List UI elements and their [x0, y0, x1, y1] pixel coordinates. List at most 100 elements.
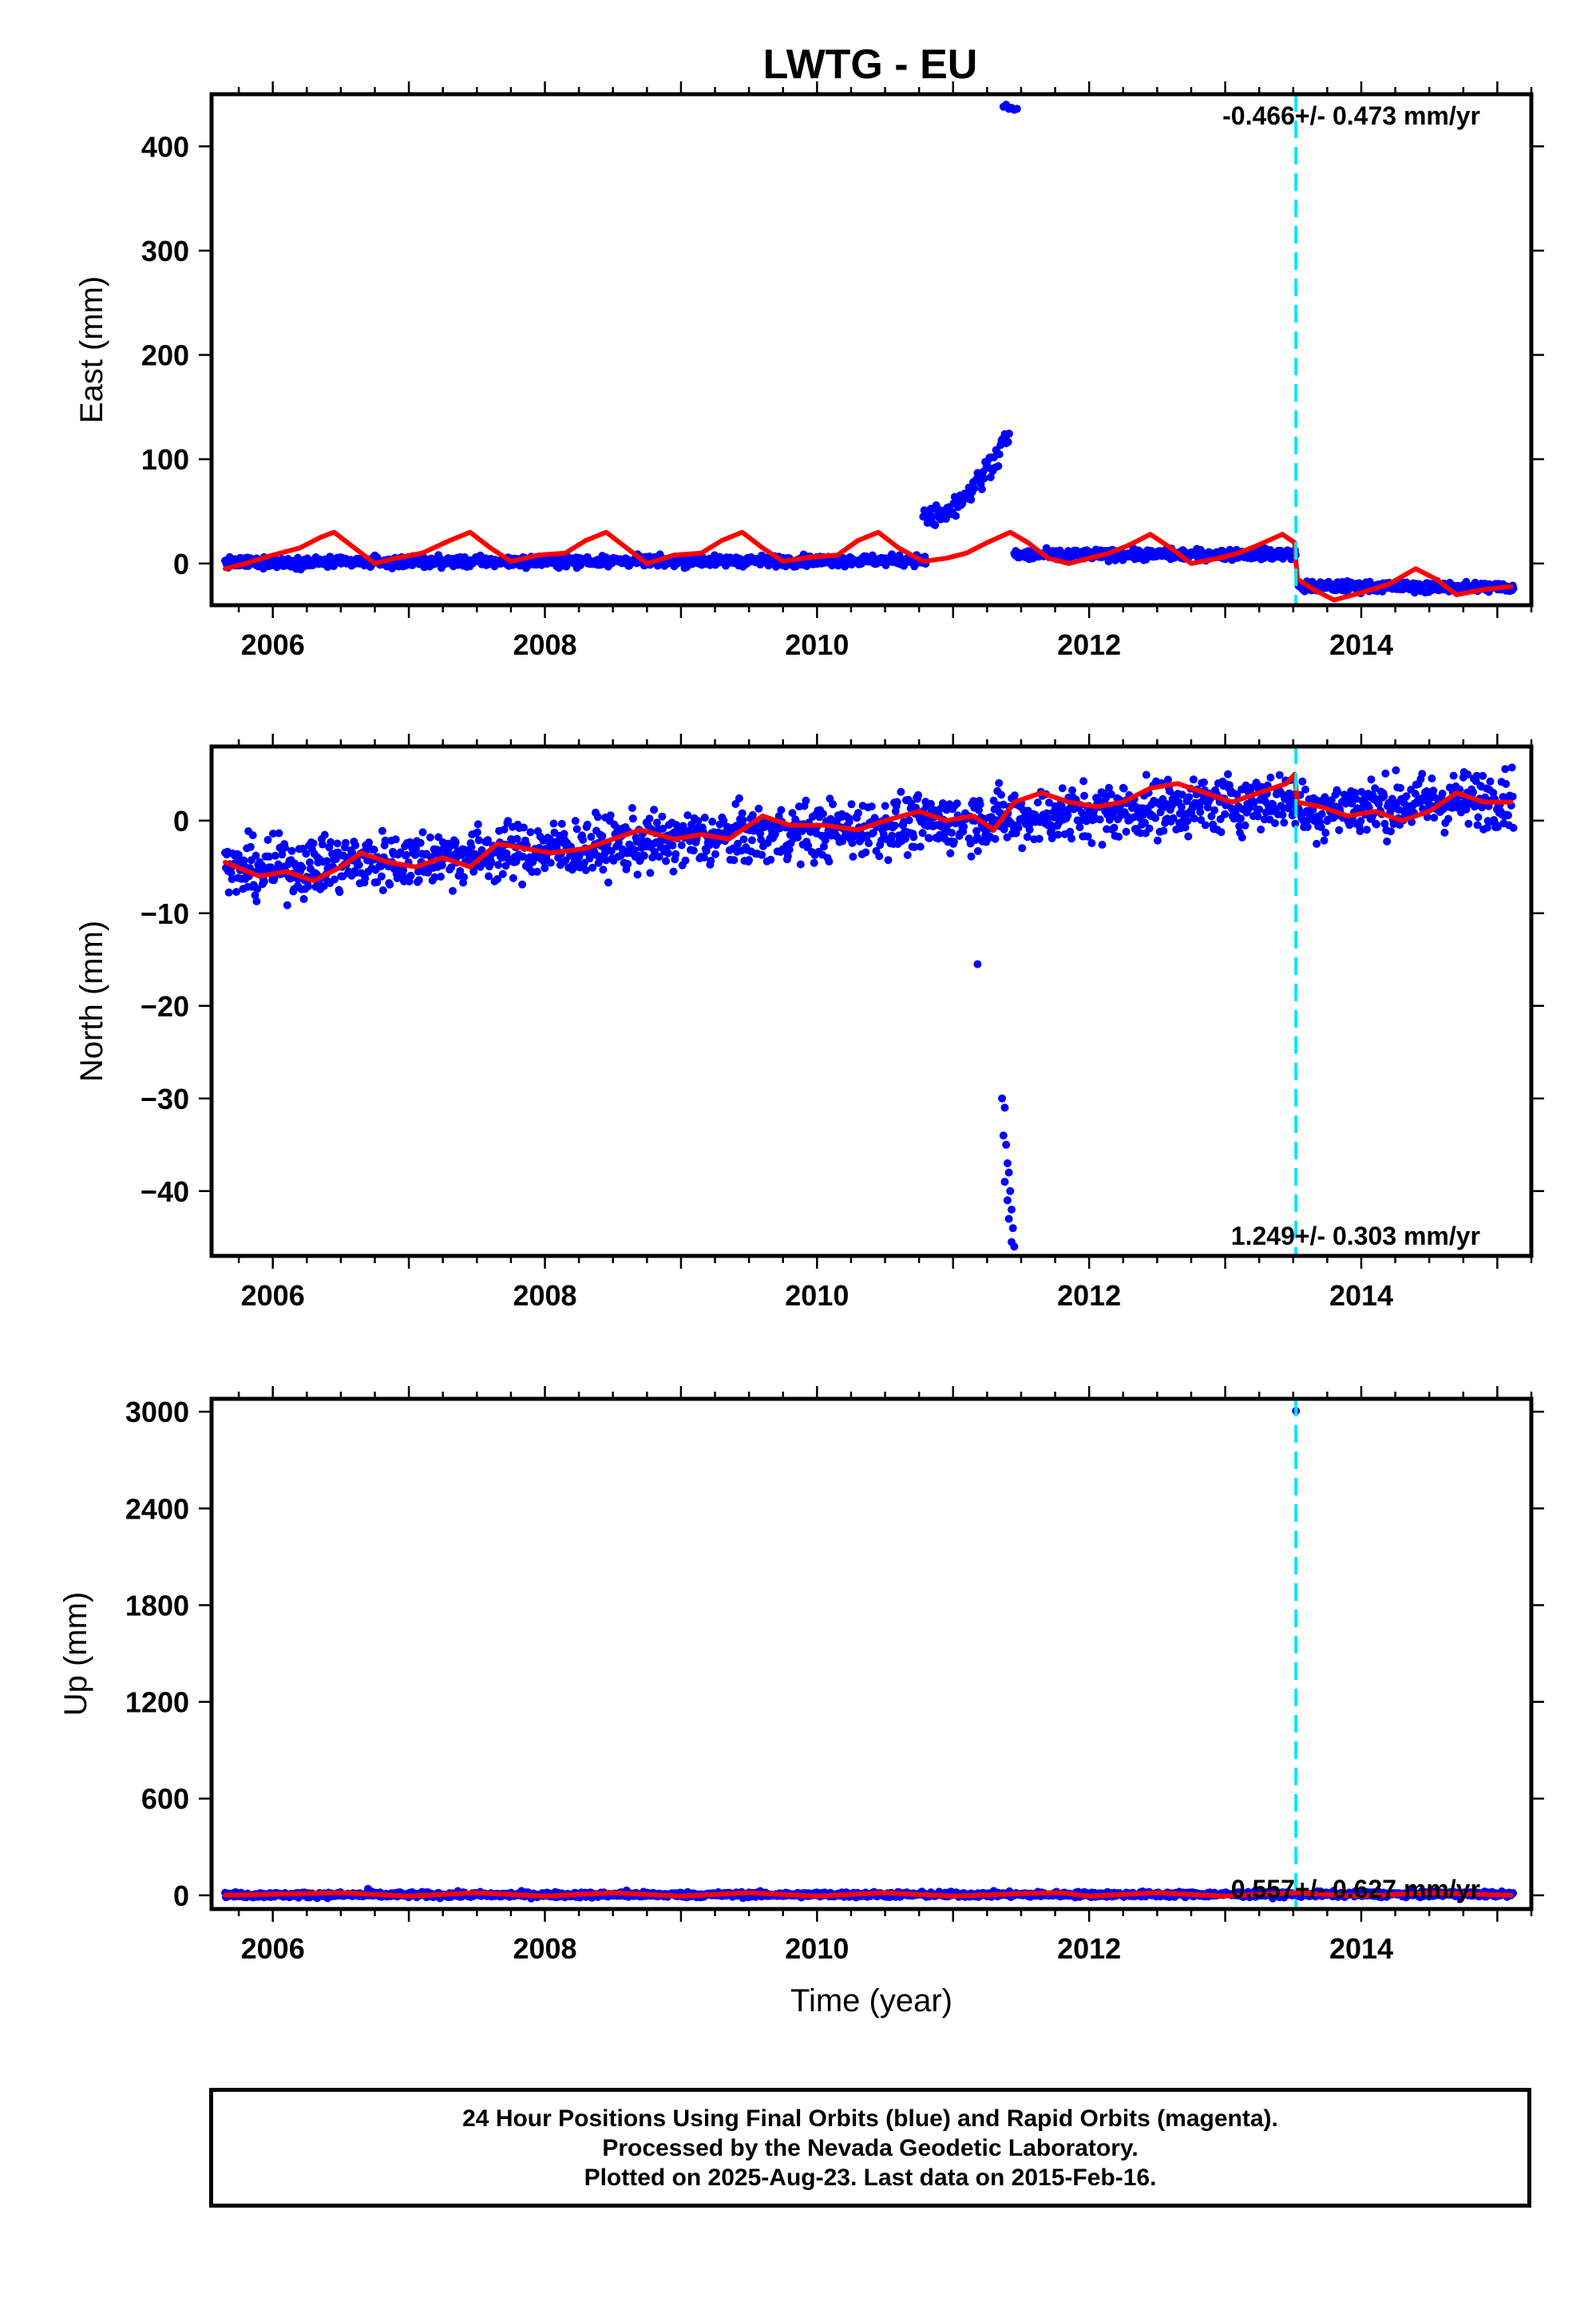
north-data-point — [1183, 817, 1192, 826]
north-data-point — [699, 854, 708, 862]
east-data-point — [967, 495, 976, 504]
north-data-point — [689, 846, 698, 855]
north-data-point — [1045, 820, 1054, 829]
east-data-point — [994, 461, 1003, 470]
north-data-point — [1504, 811, 1512, 820]
north-data-point — [1190, 814, 1198, 823]
north-data-point — [997, 790, 1005, 799]
east-x-tick-label: 2010 — [785, 628, 849, 661]
north-data-point — [952, 799, 961, 808]
north-data-point — [473, 828, 481, 837]
north-data-point — [580, 858, 588, 867]
north-data-point — [888, 831, 897, 840]
north-data-point — [224, 888, 233, 897]
north-data-point — [227, 869, 236, 877]
north-data-point — [1095, 815, 1104, 824]
north-data-point — [1317, 823, 1325, 831]
north-data-point — [1238, 834, 1246, 842]
north-data-point — [1197, 816, 1206, 824]
north-data-point — [663, 849, 672, 857]
north-data-point — [1469, 788, 1477, 797]
north-data-point — [694, 817, 703, 826]
east-data-point — [1004, 438, 1012, 446]
north-data-point — [1367, 775, 1376, 784]
north-data-point — [973, 960, 982, 968]
north-data-point — [960, 822, 968, 831]
north-data-point — [1392, 766, 1400, 774]
east-plot-area — [221, 101, 1518, 603]
north-data-point — [869, 829, 877, 838]
north-data-point — [739, 816, 747, 825]
east-y-tick-label: 400 — [141, 130, 189, 163]
north-data-point — [1066, 827, 1075, 836]
north-data-point — [925, 834, 933, 842]
north-data-point — [707, 857, 715, 865]
north-data-point — [259, 877, 268, 886]
north-data-point — [976, 800, 984, 809]
north-data-point — [333, 839, 342, 848]
north-data-point — [1507, 763, 1516, 772]
north-data-point — [1356, 827, 1364, 835]
north-data-point — [969, 797, 978, 806]
north-data-point — [785, 846, 794, 854]
north-data-point — [1362, 826, 1371, 834]
north-data-point — [526, 828, 535, 837]
north-data-point — [1501, 765, 1510, 774]
north-data-point — [1075, 823, 1084, 832]
north-data-point — [1080, 791, 1088, 800]
north-data-point — [1122, 827, 1131, 836]
north-data-point — [914, 790, 922, 799]
north-rate-label: 1.249+/- 0.303 mm/yr — [1231, 1222, 1480, 1250]
east-frame — [209, 92, 1534, 608]
north-data-point — [381, 836, 390, 845]
north-data-point — [339, 851, 348, 860]
north-data-point — [711, 850, 719, 858]
north-data-point — [1177, 802, 1186, 811]
north-data-point — [1145, 824, 1154, 833]
north-data-point — [1018, 844, 1027, 853]
north-data-point — [306, 858, 314, 867]
north-data-point — [1271, 819, 1279, 827]
north-data-point — [1181, 823, 1190, 832]
north-data-point — [341, 838, 350, 847]
north-y-tick-label: −40 — [141, 1175, 189, 1208]
north-data-point — [731, 800, 740, 808]
north-data-point — [1357, 787, 1366, 796]
north-data-point — [1107, 790, 1115, 798]
north-data-point — [1449, 771, 1458, 780]
north-data-point — [916, 842, 925, 851]
north-data-point — [487, 858, 496, 867]
north-data-point — [867, 802, 876, 811]
north-data-point — [829, 800, 838, 809]
north-data-point — [1371, 784, 1380, 793]
north-data-point — [598, 832, 607, 841]
north-x-tick-label: 2006 — [241, 1279, 305, 1312]
north-data-point — [509, 873, 517, 882]
north-data-point — [438, 861, 446, 869]
north-data-point — [1224, 770, 1232, 778]
north-data-point — [335, 888, 344, 897]
north-data-point — [1217, 828, 1226, 837]
north-data-point — [810, 858, 818, 867]
north-data-point — [299, 895, 308, 903]
north-data-point — [1473, 821, 1482, 830]
north-data-point — [669, 867, 678, 876]
north-data-point — [377, 872, 386, 881]
north-data-point — [281, 843, 289, 852]
north-data-point — [1236, 814, 1245, 823]
north-data-point — [628, 814, 637, 823]
north-data-point — [474, 836, 483, 845]
north-data-point — [604, 878, 612, 887]
north-y-tick-label: −10 — [141, 897, 189, 930]
north-data-point — [518, 880, 527, 889]
north-data-point — [309, 839, 318, 848]
north-data-point — [1255, 805, 1264, 814]
north-data-point — [485, 872, 493, 881]
north-data-point — [659, 824, 667, 833]
north-data-point — [252, 897, 261, 905]
north-data-point — [451, 838, 460, 846]
north-y-axis-label: North (mm) — [74, 921, 109, 1082]
north-data-point — [287, 846, 296, 855]
